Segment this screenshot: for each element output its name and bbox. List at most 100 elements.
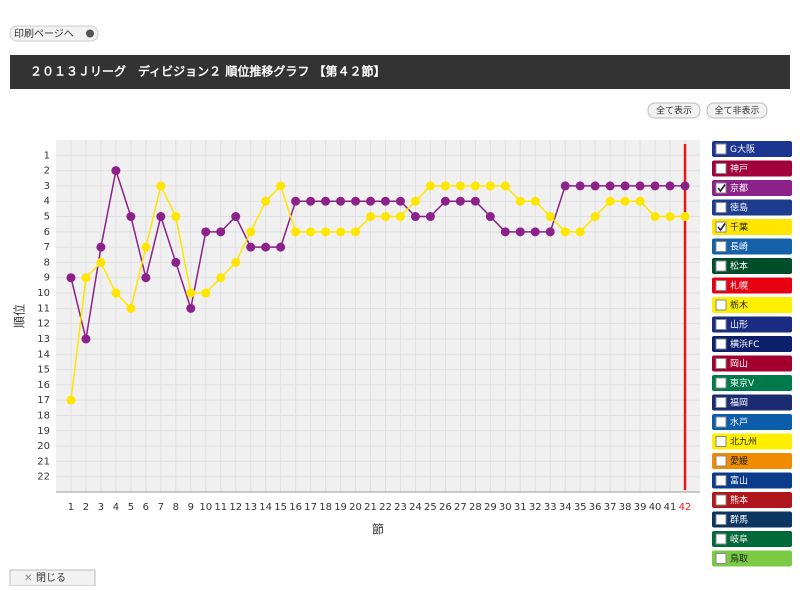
legend-item[interactable]: 徳島 bbox=[712, 199, 792, 216]
legend-item[interactable]: 岐阜 bbox=[712, 531, 792, 547]
x-tick-label: 20 bbox=[349, 502, 362, 513]
y-tick-label: 22 bbox=[37, 472, 50, 483]
legend-checkbox bbox=[715, 397, 727, 408]
legend-item[interactable]: 岡山 bbox=[712, 355, 792, 372]
x-tick-label: 32 bbox=[529, 502, 542, 513]
y-tick-label: 19 bbox=[37, 426, 50, 437]
legend-item[interactable]: 松本 bbox=[712, 258, 792, 274]
legend-label: 千葉 bbox=[730, 221, 748, 233]
point bbox=[410, 196, 420, 206]
print-button[interactable]: 印刷ページへ bbox=[9, 25, 99, 42]
x-tick-label: 33 bbox=[544, 502, 557, 513]
hide-all-button[interactable]: 全て非表示 bbox=[706, 102, 768, 119]
y-tick-label: 18 bbox=[37, 410, 50, 421]
legend-checkbox bbox=[715, 299, 727, 311]
legend-item[interactable]: 栃木 bbox=[712, 297, 792, 313]
legend-item[interactable]: 横浜FC bbox=[712, 336, 792, 352]
x-tick-label: 40 bbox=[649, 502, 662, 513]
legend-item[interactable]: 北九州 bbox=[712, 433, 792, 450]
point bbox=[650, 181, 660, 191]
legend-label: 横浜FC bbox=[730, 338, 759, 350]
legend-item[interactable]: 東京V bbox=[712, 375, 792, 391]
point bbox=[306, 196, 316, 206]
legend-item[interactable]: 富山 bbox=[712, 472, 792, 489]
chart-title: ２０１３Ｊリーグ ディビジョン２ 順位推移グラフ 【第４２節】 bbox=[30, 64, 386, 79]
legend-swatch bbox=[712, 375, 792, 391]
y-tick-label: 9 bbox=[44, 273, 50, 284]
point bbox=[261, 196, 271, 206]
legend-swatch bbox=[712, 316, 792, 333]
legend-label: 北九州 bbox=[730, 437, 757, 448]
legend-label: 徳島 bbox=[730, 202, 748, 214]
legend-item[interactable]: 札幌 bbox=[712, 277, 792, 294]
point bbox=[111, 166, 121, 176]
legend-label: 岐阜 bbox=[730, 533, 748, 545]
point bbox=[366, 212, 376, 222]
point bbox=[111, 288, 121, 298]
point bbox=[336, 227, 346, 237]
print-button-label: 印刷ページへ bbox=[14, 28, 74, 40]
x-tick-label: 41 bbox=[664, 502, 677, 513]
legend-label: 神戸 bbox=[730, 163, 748, 175]
point bbox=[485, 181, 495, 191]
legend-label: 鳥取 bbox=[730, 553, 748, 565]
x-tick-label: 7 bbox=[158, 502, 164, 513]
legend-item[interactable]: 神戸 bbox=[712, 160, 792, 177]
point bbox=[66, 395, 76, 405]
point bbox=[575, 181, 585, 191]
y-tick-label: 10 bbox=[37, 288, 50, 299]
legend-item[interactable]: 群馬 bbox=[712, 511, 792, 528]
point bbox=[500, 181, 510, 191]
point bbox=[96, 242, 106, 252]
legend-label: 水戸 bbox=[730, 416, 748, 428]
y-tick-label: 17 bbox=[37, 395, 50, 406]
x-tick-label: 26 bbox=[439, 502, 452, 513]
x-tick-label: 14 bbox=[259, 502, 272, 513]
y-axis-label: 順位 bbox=[12, 304, 27, 328]
title-bar bbox=[10, 55, 790, 89]
point bbox=[321, 227, 331, 237]
legend-item[interactable]: 愛媛 bbox=[712, 453, 792, 469]
point bbox=[186, 288, 196, 298]
x-tick-label: 15 bbox=[274, 502, 287, 513]
legend-checkbox bbox=[715, 143, 727, 155]
legend-item[interactable]: 千葉 bbox=[712, 219, 792, 235]
point bbox=[231, 212, 241, 222]
point bbox=[680, 181, 690, 191]
point bbox=[201, 227, 211, 237]
point bbox=[425, 181, 435, 191]
legend-swatch bbox=[712, 511, 792, 528]
close-button[interactable]: 閉じる ✕ bbox=[9, 569, 96, 587]
point bbox=[141, 273, 151, 283]
point bbox=[635, 181, 645, 191]
legend-swatch bbox=[712, 550, 792, 567]
y-tick-label: 8 bbox=[44, 257, 50, 268]
legend-item[interactable]: G大阪 bbox=[712, 141, 792, 157]
x-tick-label: 34 bbox=[559, 502, 572, 513]
legend-item[interactable]: 山形 bbox=[712, 316, 792, 333]
legend-checkbox bbox=[715, 377, 727, 389]
legend-item[interactable]: 鳥取 bbox=[712, 550, 792, 567]
x-tick-label: 23 bbox=[394, 502, 407, 513]
point bbox=[81, 334, 91, 344]
legend-checkbox bbox=[715, 416, 727, 428]
y-tick-label: 14 bbox=[37, 349, 50, 360]
legend-item[interactable]: 水戸 bbox=[712, 414, 792, 430]
legend-label: G大阪 bbox=[730, 143, 755, 155]
y-tick-label: 20 bbox=[37, 441, 50, 452]
x-tick-label: 37 bbox=[604, 502, 617, 513]
point bbox=[66, 273, 76, 283]
legend-item[interactable]: 福岡 bbox=[712, 394, 792, 411]
legend-swatch bbox=[712, 160, 792, 177]
legend-item[interactable]: 熊本 bbox=[712, 492, 792, 508]
legend-label: 福岡 bbox=[730, 397, 748, 409]
point bbox=[635, 196, 645, 206]
legend-swatch bbox=[712, 180, 792, 196]
legend-item[interactable]: 京都 bbox=[712, 180, 792, 196]
legend-item[interactable]: 長崎 bbox=[712, 238, 792, 255]
point bbox=[530, 196, 540, 206]
point bbox=[216, 273, 226, 283]
show-all-button[interactable]: 全て表示 bbox=[647, 102, 701, 119]
legend-swatch bbox=[712, 238, 792, 255]
